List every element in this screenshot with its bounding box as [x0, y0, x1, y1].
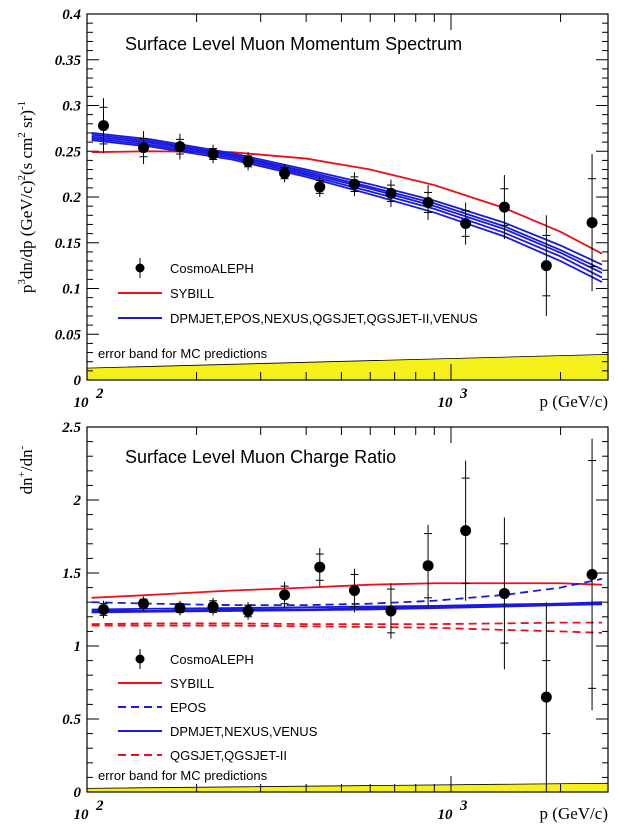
legend-label: QGSJET,QGSJET-II: [170, 748, 287, 763]
data-point: [97, 604, 109, 615]
x-tick-exponent: 2: [95, 798, 104, 814]
series-curve-1: [91, 577, 603, 607]
legend-label: SYBILL: [170, 286, 214, 301]
y-tick-label: 1.5: [62, 566, 81, 582]
data-point: [174, 602, 186, 614]
y-tick-label: 0: [74, 785, 82, 801]
data-point: [540, 260, 552, 272]
data-point: [498, 587, 510, 599]
y-axis-label-superscript: 2: [16, 132, 28, 138]
legend-label: EPOS: [170, 700, 206, 715]
data-point: [460, 525, 472, 537]
data-point: [498, 201, 510, 213]
legend-label: DPMJET,NEXUS,VENUS: [170, 724, 318, 739]
y-tick-label: 1: [74, 639, 82, 655]
legend-data-marker: [135, 654, 145, 664]
data-point: [385, 605, 397, 617]
x-tick-label: 10: [437, 395, 453, 411]
y-tick-label: 2: [73, 493, 82, 509]
data-point: [422, 196, 434, 208]
y-tick-label: 0.25: [55, 144, 82, 160]
y-axis-label-superscript: 3: [16, 279, 28, 285]
x-axis-label: p (GeV/c): [540, 392, 608, 411]
data-point: [279, 167, 291, 179]
panel-title: Surface Level Muon Momentum Spectrum: [125, 34, 462, 54]
panel-charge-ratio: 0 0.5 1 1.5 2 2.5 10 2 10 3 p (GeV/c) dn+/dn- Surfac…: [16, 420, 609, 823]
data-point: [138, 142, 150, 154]
data-point: [540, 691, 552, 703]
y-axis-label-part: p: [17, 285, 36, 294]
y-axis-label-superscript: 2: [16, 175, 28, 181]
x-axis-label: p (GeV/c): [540, 804, 608, 823]
x-tick-label: 10: [437, 807, 453, 823]
data-point: [242, 605, 254, 617]
y-tick-label: 0.5: [62, 712, 81, 728]
x-tick-exponent: 2: [95, 386, 104, 402]
legend-label: DPMJET,EPOS,NEXUS,QGSJET,QGSJET-II,VENUS: [170, 311, 478, 326]
data-point: [207, 601, 219, 613]
series-curve-0: [91, 582, 603, 599]
data-point: [460, 218, 472, 230]
y-axis-label-part: dn: [17, 477, 36, 495]
y-tick-label: 0.1: [62, 282, 81, 298]
y-axis-label-part: dn/dp (GeV/c): [17, 181, 36, 280]
y-tick-label: 0.05: [55, 327, 82, 343]
x-tick-exponent: 3: [459, 798, 468, 814]
y-tick-label: 0.35: [55, 53, 82, 69]
y-axis-label: p3dn/dp (GeV/c)2(s cm2 sr)-1: [16, 101, 36, 293]
data-point: [242, 155, 254, 167]
data-point: [279, 589, 291, 601]
y-tick-label: 0.15: [55, 236, 82, 252]
y-axis-label-part: sr): [17, 110, 36, 132]
data-point: [422, 560, 434, 572]
data-point: [174, 141, 186, 153]
plot-frame: [86, 426, 609, 793]
data-point: [586, 217, 598, 229]
data-point: [586, 568, 598, 580]
panel-title: Surface Level Muon Charge Ratio: [125, 447, 396, 467]
band-label: error band for MC predictions: [98, 768, 268, 783]
panel-momentum-spectrum: 0 0.05 0.1 0.15 0.2 0.25 0.3 0.35 0.4 10 2 10 3 p (Ge…: [16, 7, 609, 411]
data-point: [138, 598, 150, 610]
legend-label: CosmoALEPH: [170, 652, 254, 667]
legend-label: CosmoALEPH: [170, 261, 254, 276]
y-tick-label: 0.3: [62, 99, 81, 115]
data-point: [385, 187, 397, 199]
y-axis-label-part: /dn: [17, 449, 36, 471]
y-axis-label-superscript: +: [16, 471, 28, 477]
x-tick-exponent: 3: [459, 386, 468, 402]
y-tick-label: 0.2: [62, 190, 81, 206]
data-point: [348, 178, 360, 190]
y-tick-label: 0: [74, 373, 82, 389]
x-tick-label: 10: [74, 395, 90, 411]
y-tick-label: 2.5: [61, 420, 81, 436]
data-point: [314, 181, 326, 193]
data-point: [207, 148, 219, 160]
legend-label: SYBILL: [170, 676, 214, 691]
data-point: [97, 120, 109, 132]
series-curve-5: [91, 621, 603, 625]
y-axis-label-superscript: -1: [16, 101, 28, 110]
y-axis-label-superscript: -: [16, 445, 28, 449]
band-label: error band for MC predictions: [98, 346, 268, 361]
data-point: [314, 561, 326, 573]
legend-data-marker: [135, 263, 145, 273]
y-tick-label: 0.4: [62, 7, 81, 23]
y-axis-label-part: (s cm: [17, 138, 36, 175]
x-tick-label: 10: [74, 807, 90, 823]
series-curve-6: [91, 624, 603, 634]
y-axis-label: dn+/dn-: [16, 445, 36, 494]
data-point: [348, 585, 360, 597]
